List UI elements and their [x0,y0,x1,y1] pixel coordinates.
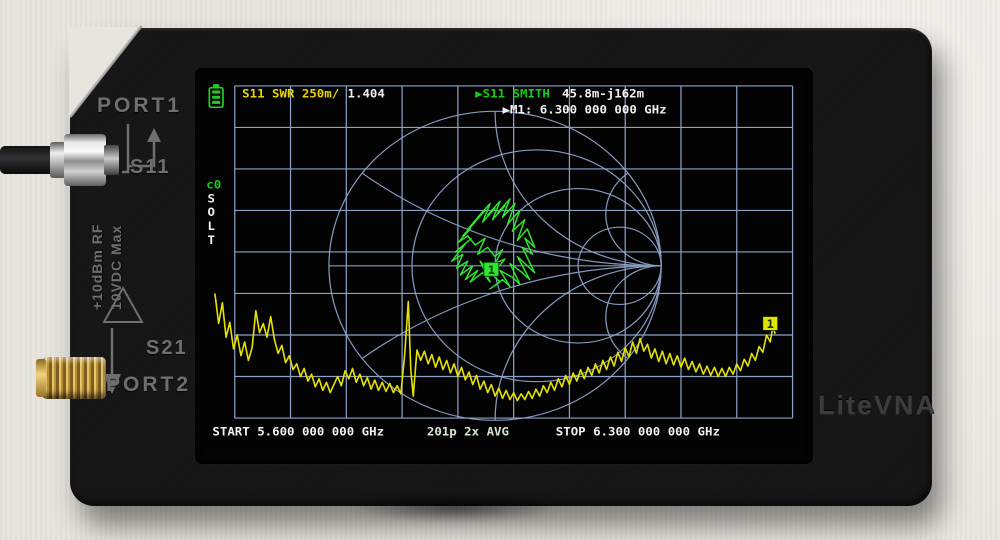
cal-slot-indicator: c0 [206,178,221,191]
svg-text:1: 1 [767,317,774,330]
port1-label: PORT1 [97,94,183,117]
cal-flag-open: O [207,206,214,219]
cal-flag-thru: T [207,233,214,246]
battery-icon [208,84,224,109]
swr-marker-1[interactable] [762,316,779,331]
active-trace-impedance: 45.8m-j162m [562,87,644,100]
port2-sma-connector [42,357,106,399]
active-trace-label[interactable]: ▶S11 SMITH [475,87,550,100]
trace-status-label[interactable]: S11 SWR 250m/ [242,87,339,100]
port2-label: PORT2 [106,373,192,396]
s21-down-arrow-icon [103,328,121,394]
s11-label: S11 [130,156,171,178]
cal-flag-load: L [207,219,214,232]
sweep-start-frequency[interactable]: START 5.600 000 000 GHz [212,425,384,438]
sma-crimp-ring [50,142,66,178]
port2-sma-end [36,359,46,397]
sweep-stop-frequency[interactable]: STOP 6.300 000 000 GHz [556,425,720,438]
device-shadow [350,492,560,522]
svg-text:1: 1 [488,263,495,276]
port1-sma-barrel [104,145,119,175]
coax-cable [0,146,54,174]
vna-display[interactable]: 11 S11 SWR 250m/ 1.404 ▶S11 SMITH 45.8m-… [205,79,800,448]
swr-trace [214,293,776,402]
marker-frequency-readout[interactable]: ▶M1: 6.300 000 000 GHz [502,103,666,116]
warning-triangle-icon [102,285,144,323]
s11-reflection-icon [122,124,161,174]
trace-status-value: 1.404 [348,87,385,100]
port1-sma-connector [64,134,106,186]
chart-graphics: 11 [205,79,800,448]
sweep-points-averaging[interactable]: 201p 2x AVG [427,425,509,438]
smith-marker-1[interactable] [483,262,500,277]
litevna-device-body: PORT1 S11 +10dBm RF 10VDC Max S21 PORT2 … [69,24,935,506]
smith-trace [450,198,536,290]
s21-label: S21 [146,337,188,359]
brand-logo: LiteVNA [818,390,938,420]
cal-flag-short: S [207,192,214,205]
